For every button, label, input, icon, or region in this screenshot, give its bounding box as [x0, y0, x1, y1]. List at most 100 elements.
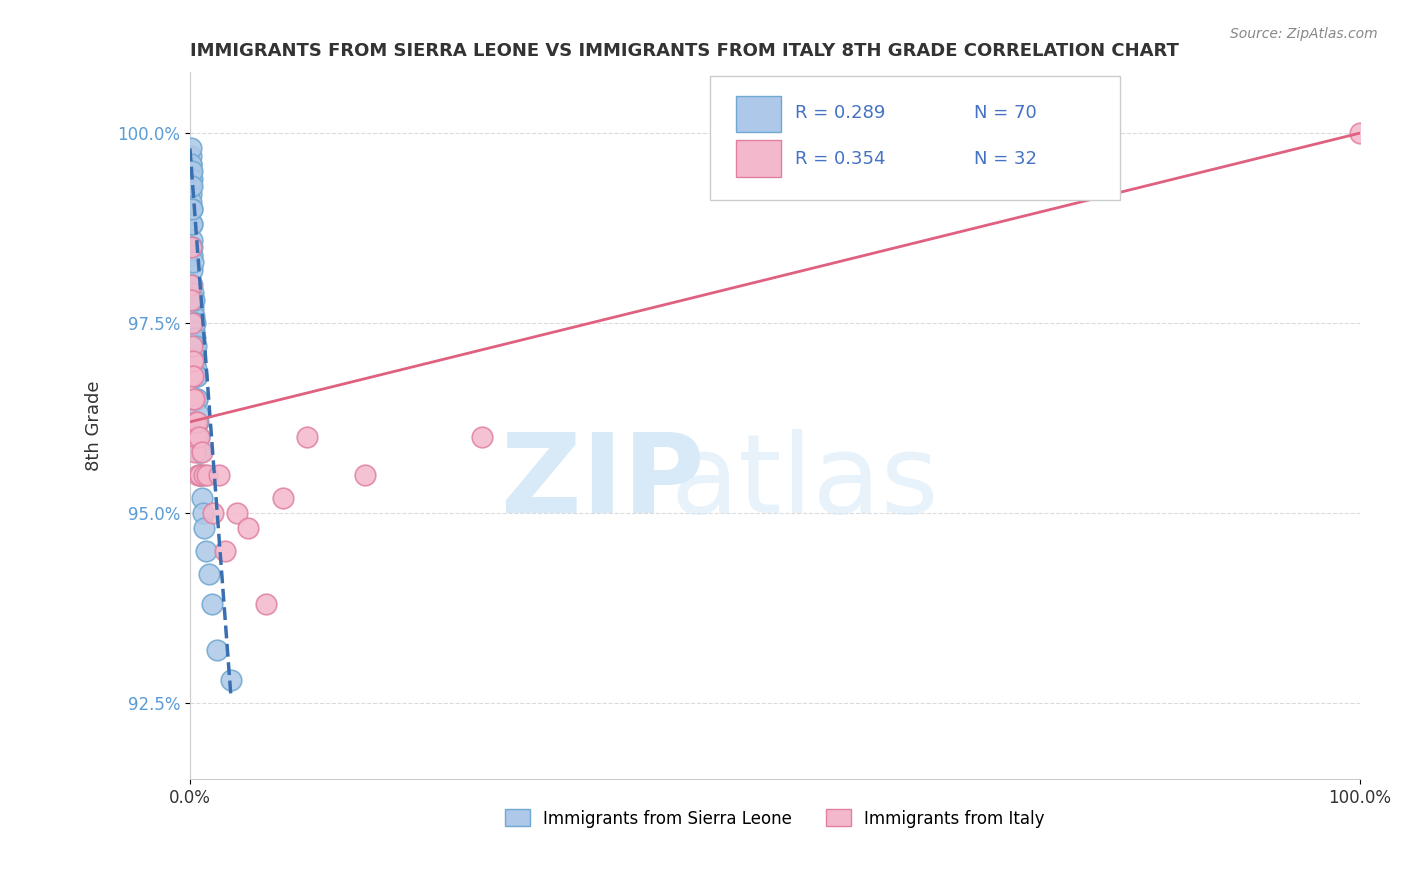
Point — [180, 171, 202, 186]
Point — [471, 430, 494, 444]
Bar — [737, 95, 780, 133]
Point — [180, 293, 202, 308]
Point — [191, 506, 214, 520]
Point — [295, 430, 318, 444]
Point — [181, 301, 204, 315]
Point — [181, 293, 204, 308]
Point — [201, 597, 224, 611]
Point — [184, 369, 207, 384]
Point — [186, 369, 208, 384]
Point — [181, 309, 204, 323]
Point — [181, 316, 204, 330]
Point — [183, 354, 205, 368]
Point — [186, 369, 208, 384]
Point — [1348, 126, 1371, 140]
Text: atlas: atlas — [669, 429, 938, 536]
Point — [183, 339, 205, 353]
Text: Source: ZipAtlas.com: Source: ZipAtlas.com — [1230, 27, 1378, 41]
Y-axis label: 8th Grade: 8th Grade — [86, 380, 103, 471]
Point — [273, 491, 295, 505]
Point — [183, 293, 205, 308]
Point — [354, 468, 377, 483]
Point — [184, 369, 207, 384]
Text: IMMIGRANTS FROM SIERRA LEONE VS IMMIGRANTS FROM ITALY 8TH GRADE CORRELATION CHAR: IMMIGRANTS FROM SIERRA LEONE VS IMMIGRAN… — [190, 42, 1178, 60]
Point — [193, 468, 215, 483]
Point — [181, 354, 204, 368]
Point — [184, 361, 207, 376]
Point — [183, 331, 205, 345]
Point — [180, 240, 202, 254]
Point — [181, 354, 204, 368]
Point — [181, 293, 204, 308]
Point — [190, 445, 212, 459]
Point — [195, 544, 218, 558]
Point — [184, 354, 207, 368]
Point — [254, 597, 277, 611]
Point — [187, 430, 209, 444]
Point — [181, 202, 204, 216]
Bar — [737, 140, 780, 177]
Point — [181, 316, 204, 330]
Point — [180, 179, 202, 194]
Point — [208, 468, 231, 483]
Point — [180, 278, 202, 293]
Text: N = 70: N = 70 — [973, 104, 1036, 122]
Point — [205, 642, 228, 657]
Point — [180, 164, 202, 178]
Point — [214, 544, 236, 558]
Point — [188, 430, 211, 444]
Point — [188, 468, 211, 483]
Point — [181, 369, 204, 384]
Point — [190, 445, 212, 459]
Point — [181, 255, 204, 269]
Point — [186, 415, 208, 429]
Point — [184, 331, 207, 345]
Point — [183, 316, 205, 330]
Point — [187, 407, 209, 421]
Point — [181, 218, 204, 232]
Point — [186, 392, 208, 406]
Point — [184, 339, 207, 353]
Point — [181, 392, 204, 406]
Point — [184, 346, 207, 360]
Point — [183, 415, 205, 429]
Text: ZIP: ZIP — [501, 429, 704, 536]
Point — [183, 369, 205, 384]
Point — [183, 309, 205, 323]
Point — [181, 248, 204, 262]
Point — [197, 566, 219, 581]
Point — [183, 324, 205, 338]
Point — [190, 491, 212, 505]
Point — [181, 324, 204, 338]
Point — [181, 240, 204, 254]
Point — [181, 202, 204, 216]
Point — [180, 233, 202, 247]
Point — [181, 278, 204, 293]
Point — [181, 339, 204, 353]
Point — [186, 415, 208, 429]
Point — [186, 392, 208, 406]
Point — [197, 468, 219, 483]
Point — [180, 194, 202, 209]
Text: R = 0.354: R = 0.354 — [794, 150, 886, 168]
Point — [186, 392, 208, 406]
Point — [187, 468, 209, 483]
Point — [202, 506, 225, 520]
Point — [183, 324, 205, 338]
Point — [180, 156, 202, 170]
Point — [219, 673, 242, 688]
Point — [238, 521, 260, 535]
Point — [184, 445, 207, 459]
Legend: Immigrants from Sierra Leone, Immigrants from Italy: Immigrants from Sierra Leone, Immigrants… — [498, 803, 1052, 834]
Point — [180, 186, 202, 201]
Point — [180, 164, 202, 178]
Point — [183, 339, 205, 353]
Point — [190, 468, 212, 483]
FancyBboxPatch shape — [710, 76, 1119, 200]
Point — [188, 430, 211, 444]
Point — [190, 468, 212, 483]
Point — [180, 171, 202, 186]
Point — [181, 285, 204, 300]
Point — [193, 521, 215, 535]
Point — [179, 164, 201, 178]
